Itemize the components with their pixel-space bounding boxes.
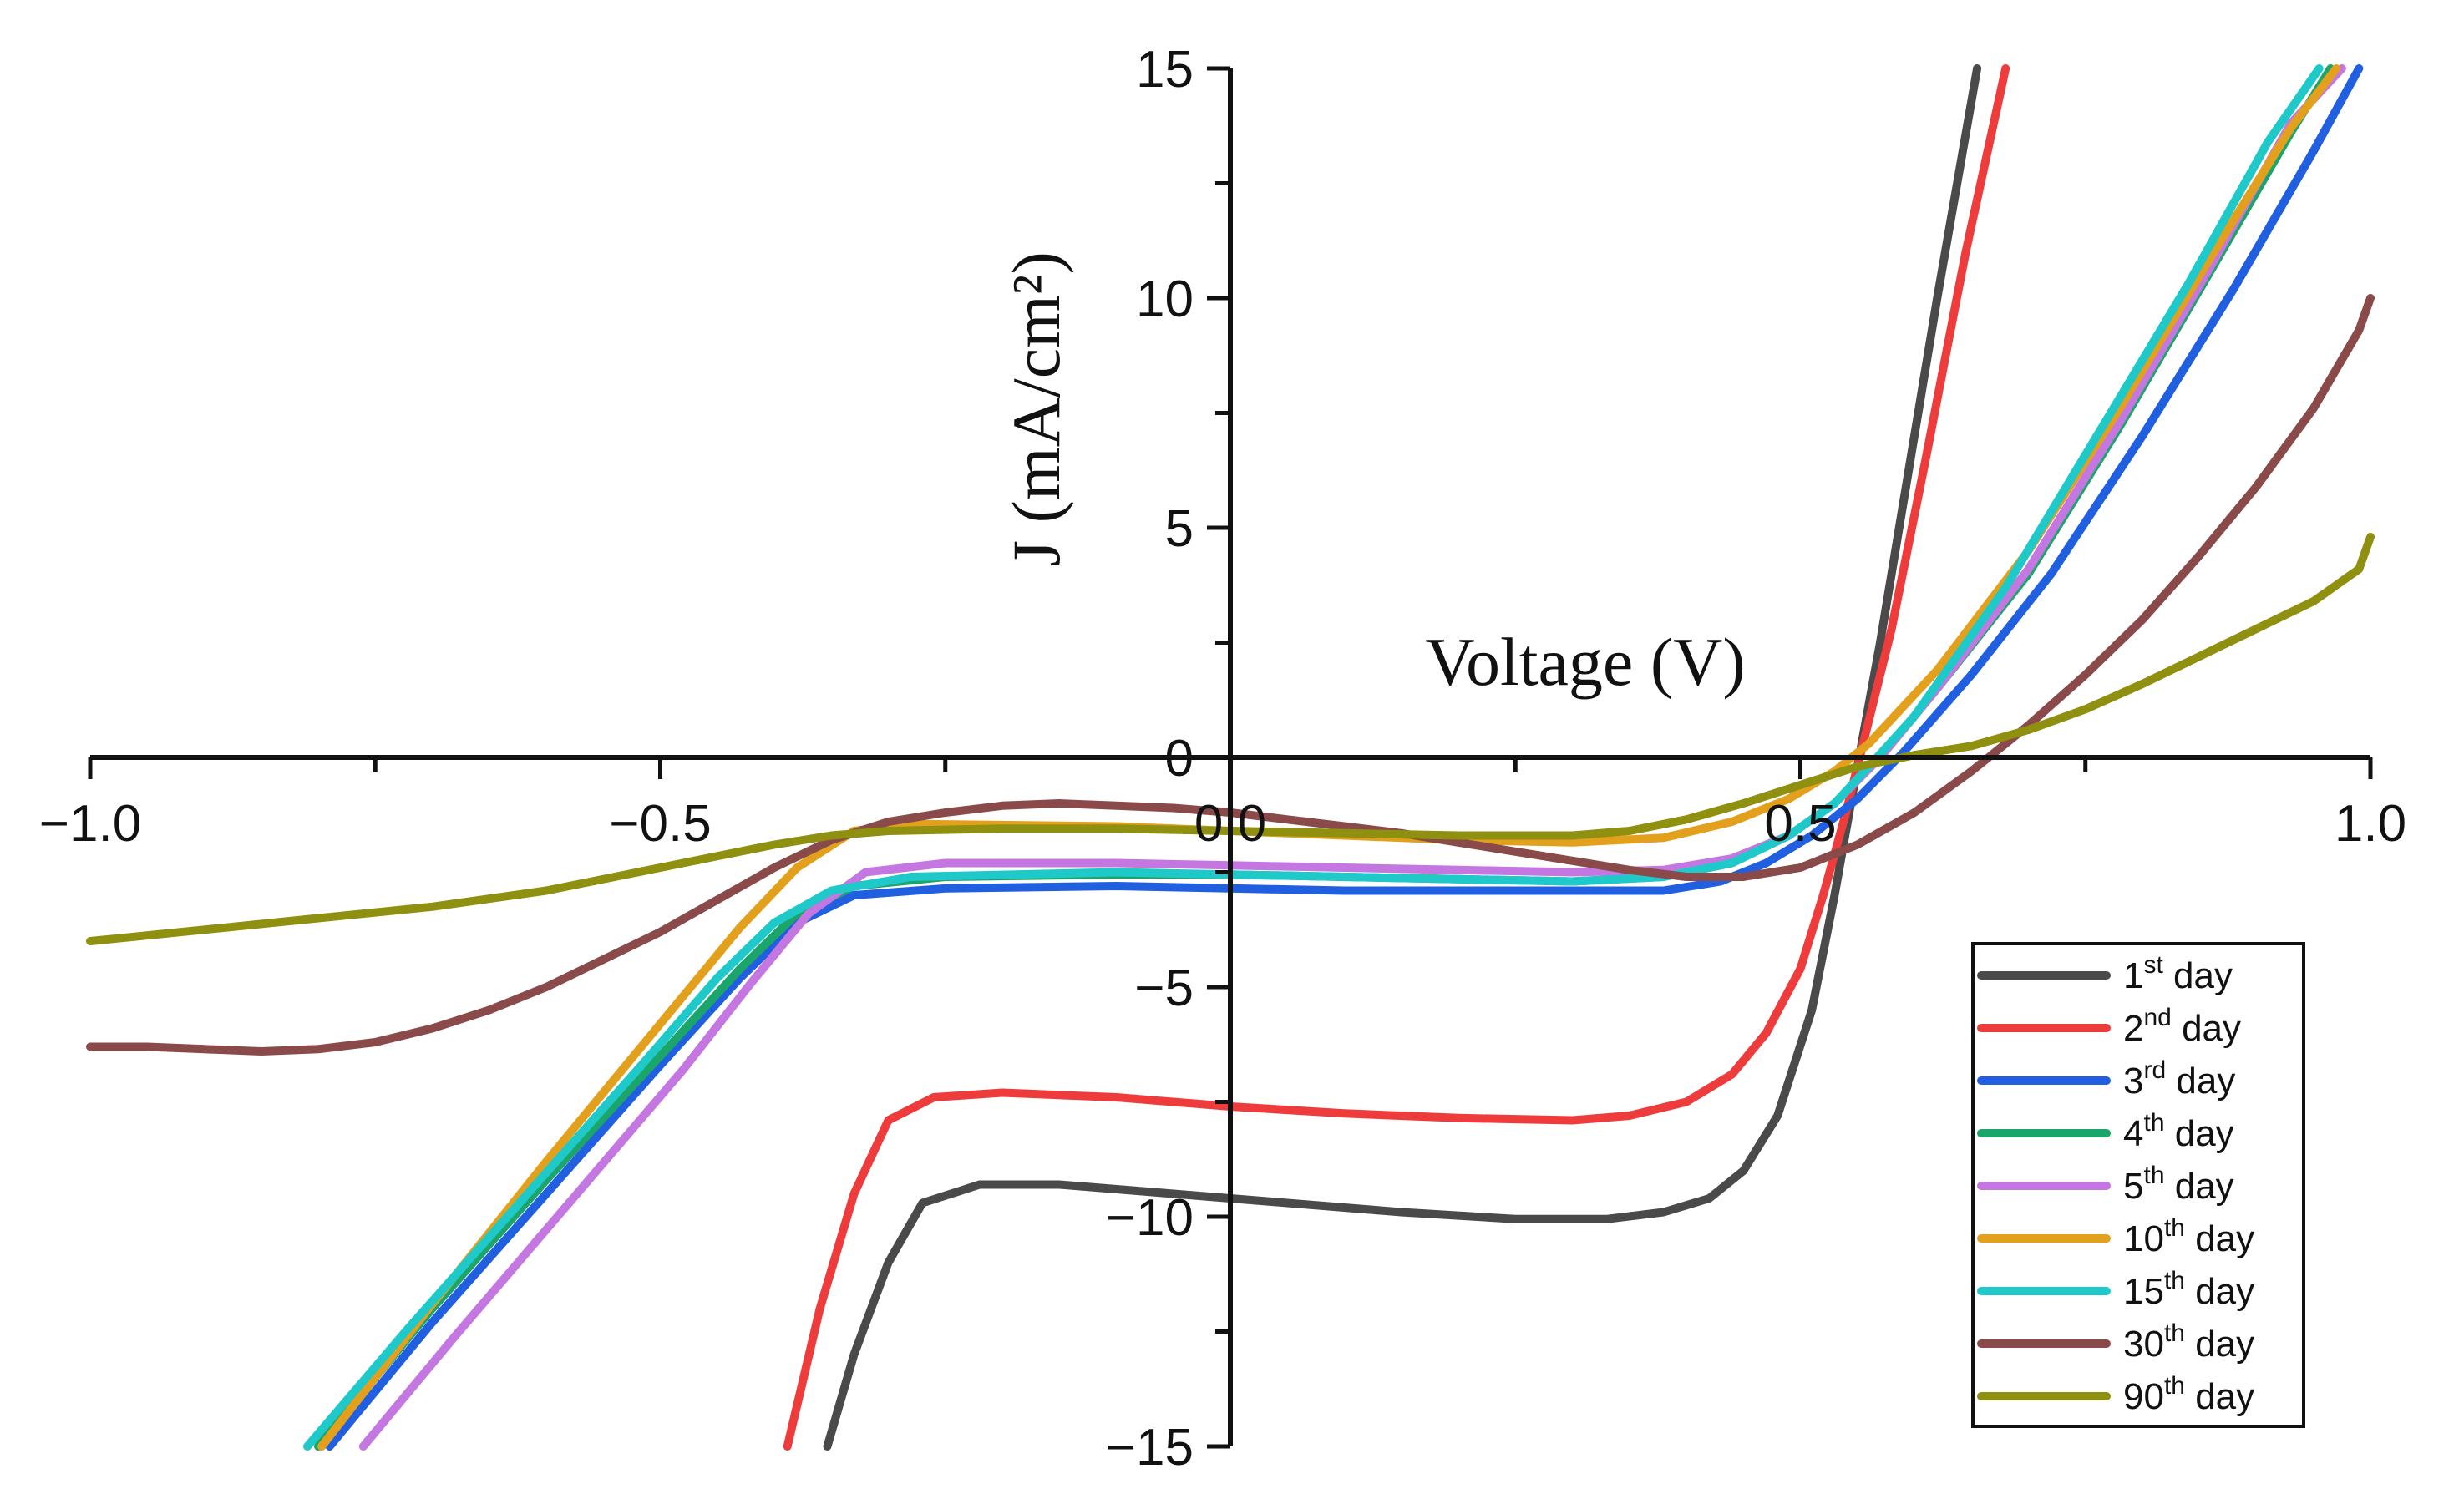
series-line-2nd-day <box>783 64 2010 1451</box>
x-axis-title: Voltage (V) <box>1425 624 1745 700</box>
legend-label: 2nd day <box>2123 1004 2241 1049</box>
x-tick-label: −1.0 <box>39 795 141 853</box>
series-line-3rd-day <box>325 64 2364 1451</box>
y-tick-label: 0 <box>1165 730 1194 787</box>
y-tick-label: 5 <box>1165 500 1194 558</box>
legend-label: 10th day <box>2123 1214 2254 1259</box>
series-line-90th-day <box>86 533 2375 945</box>
y-tick-label: −5 <box>1134 960 1194 1017</box>
labels-layer: −1.0 −0.5 0.0 0.5 1.0 −15 −10 −5 0 5 10 15 Voltage (… <box>39 41 2406 1476</box>
series-line-15th-day <box>303 64 2324 1451</box>
legend-label: 1st day <box>2123 951 2233 996</box>
series-line-30th-day <box>86 294 2375 1056</box>
y-tick-label: −10 <box>1106 1189 1194 1247</box>
y-axis-title: J (mA/cm²) <box>998 251 1074 567</box>
series-line-5th-day <box>358 64 2346 1451</box>
legend-label: 3rd day <box>2123 1056 2235 1101</box>
legend-label: 90th day <box>2123 1372 2254 1417</box>
y-tick-label: 10 <box>1136 271 1194 328</box>
x-tick-label: −0.5 <box>609 795 711 853</box>
x-tick-label: 0.0 <box>1194 795 1266 853</box>
legend-label: 15th day <box>2123 1267 2254 1312</box>
legend: 1st day 2nd day 3rd day 4th day 5th day 10th … <box>1971 942 2305 1428</box>
legend-label: 4th day <box>2123 1109 2234 1154</box>
axes-layer <box>88 66 2373 1449</box>
y-tick-label: −15 <box>1106 1419 1194 1476</box>
legend-label: 30th day <box>2123 1319 2254 1365</box>
x-tick-label: 0.5 <box>1764 795 1836 853</box>
series-layer <box>86 64 2375 1451</box>
legend-label: 5th day <box>2123 1162 2234 1207</box>
x-tick-label: 1.0 <box>2335 795 2406 853</box>
y-tick-label: 15 <box>1136 41 1194 99</box>
